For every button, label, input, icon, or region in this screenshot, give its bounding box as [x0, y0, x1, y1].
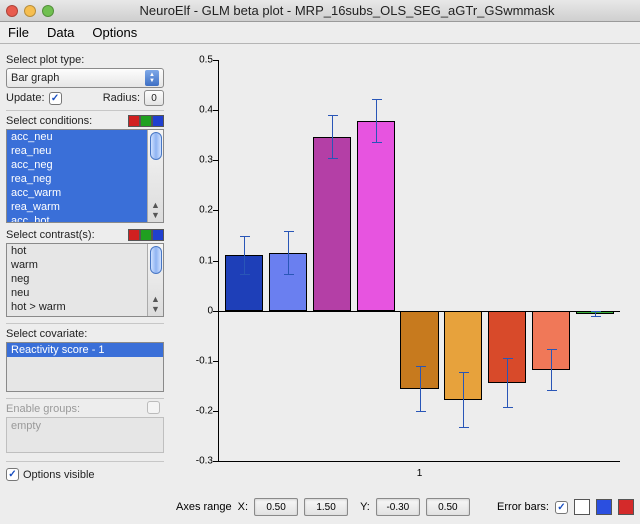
bar: [357, 121, 395, 310]
color-swatch[interactable]: [152, 229, 164, 241]
chevron-updown-icon: ▲▼: [145, 70, 159, 86]
error-bar: [288, 231, 289, 275]
list-item[interactable]: neg > neu: [7, 314, 163, 317]
update-checkbox[interactable]: ✓: [49, 92, 62, 105]
y-tick-label: -0.2: [183, 405, 213, 416]
label-radius: Radius:: [103, 92, 140, 104]
y-tick-label: 0.2: [183, 205, 213, 216]
y-tick-label: 0: [183, 305, 213, 316]
scrollbar[interactable]: ▲▼: [147, 244, 163, 316]
label-select-contrasts: Select contrast(s):: [6, 229, 95, 241]
maximize-icon[interactable]: [42, 5, 54, 17]
menu-options[interactable]: Options: [92, 25, 137, 40]
label-update: Update:: [6, 92, 45, 104]
errbar-white-swatch[interactable]: [574, 499, 590, 515]
scrollbar[interactable]: ▲▼: [147, 130, 163, 222]
conditions-listbox[interactable]: acc_neurea_neuacc_negrea_negacc_warmrea_…: [6, 129, 164, 223]
color-swatch[interactable]: [128, 115, 140, 127]
list-item[interactable]: acc_warm: [7, 186, 163, 200]
minimize-icon[interactable]: [24, 5, 36, 17]
plot-type-combo[interactable]: Bar graph ▲▼: [6, 68, 164, 88]
list-item[interactable]: acc_neg: [7, 158, 163, 172]
groups-listbox: empty: [6, 417, 164, 453]
list-item[interactable]: acc_neu: [7, 130, 163, 144]
color-swatch[interactable]: [140, 229, 152, 241]
list-item[interactable]: hot: [7, 244, 163, 258]
plot-type-value: Bar graph: [11, 72, 59, 84]
axes: -0.3-0.2-0.100.10.20.30.40.51: [218, 60, 620, 462]
menu-file[interactable]: File: [8, 25, 29, 40]
covariate-listbox[interactable]: Reactivity score - 1: [6, 342, 164, 392]
scroll-thumb[interactable]: [150, 132, 162, 160]
error-bar: [376, 99, 377, 143]
footer: Axes range X: 0.50 1.50 Y: -0.30 0.50 Er…: [176, 494, 634, 520]
x-min-input[interactable]: 0.50: [254, 498, 298, 516]
x-tick-label: 1: [219, 468, 620, 479]
color-swatch[interactable]: [140, 115, 152, 127]
titlebar: NeuroElf - GLM beta plot - MRP_16subs_OL…: [0, 0, 640, 22]
error-bar: [420, 366, 421, 412]
y-max-input[interactable]: 0.50: [426, 498, 470, 516]
y-tick-label: 0.5: [183, 55, 213, 66]
list-item[interactable]: acc_hot: [7, 214, 163, 223]
label-error-bars: Error bars:: [497, 501, 549, 513]
y-tick-label: -0.3: [183, 456, 213, 467]
error-bar: [463, 372, 464, 428]
y-min-input[interactable]: -0.30: [376, 498, 420, 516]
groups-placeholder: empty: [11, 420, 41, 432]
label-select-plot-type: Select plot type:: [6, 54, 164, 66]
y-tick-label: 0.3: [183, 155, 213, 166]
menu-data[interactable]: Data: [47, 25, 74, 40]
list-item[interactable]: hot > warm: [7, 300, 163, 314]
list-item[interactable]: rea_neg: [7, 172, 163, 186]
menubar: File Data Options: [0, 22, 640, 44]
options-visible-checkbox[interactable]: ✓: [6, 468, 19, 481]
error-bar: [595, 311, 596, 317]
sidebar: Select plot type: Bar graph ▲▼ Update: ✓…: [0, 44, 170, 524]
plot-area: -0.3 -0.2 -0.1 0 0.1 0.2 0.3 0.4 0.5 1 Axes range…: [170, 44, 640, 524]
scroll-down-icon[interactable]: ▼: [150, 304, 162, 314]
label-enable-groups: Enable groups:: [6, 398, 164, 415]
label-select-covariate: Select covariate:: [6, 323, 164, 340]
window-title: NeuroElf - GLM beta plot - MRP_16subs_OL…: [60, 3, 634, 18]
enable-groups-checkbox[interactable]: [147, 401, 160, 414]
radius-input[interactable]: 0: [144, 90, 164, 106]
error-bars-checkbox[interactable]: ✓: [555, 501, 568, 514]
y-tick-label: -0.1: [183, 355, 213, 366]
label-select-conditions: Select conditions:: [6, 115, 92, 127]
scroll-down-icon[interactable]: ▼: [150, 210, 162, 220]
conditions-color-pickers[interactable]: [128, 115, 164, 127]
list-item[interactable]: rea_warm: [7, 200, 163, 214]
x-max-input[interactable]: 1.50: [304, 498, 348, 516]
label-axes-range: Axes range: [176, 501, 232, 513]
bar: [313, 137, 351, 310]
list-item[interactable]: rea_neu: [7, 144, 163, 158]
close-icon[interactable]: [6, 5, 18, 17]
scroll-up-icon[interactable]: ▲: [150, 294, 162, 304]
label-x: X:: [238, 501, 248, 513]
color-swatch[interactable]: [152, 115, 164, 127]
chart-frame: -0.3 -0.2 -0.1 0 0.1 0.2 0.3 0.4 0.5 1: [176, 50, 634, 490]
error-bar: [551, 349, 552, 391]
scroll-thumb[interactable]: [150, 246, 162, 274]
label-options-visible: Options visible: [23, 469, 95, 481]
list-item[interactable]: Reactivity score - 1: [7, 343, 163, 357]
color-swatch[interactable]: [128, 229, 140, 241]
error-bar: [332, 115, 333, 159]
scroll-up-icon[interactable]: ▲: [150, 200, 162, 210]
list-item[interactable]: neg: [7, 272, 163, 286]
list-item[interactable]: neu: [7, 286, 163, 300]
error-bar: [244, 236, 245, 274]
errbar-blue-swatch[interactable]: [596, 499, 612, 515]
error-bar: [507, 358, 508, 408]
label-y: Y:: [360, 501, 370, 513]
y-tick-label: 0.1: [183, 255, 213, 266]
list-item[interactable]: warm: [7, 258, 163, 272]
contrasts-listbox[interactable]: hotwarmnegneuhot > warmneg > neu▲▼: [6, 243, 164, 317]
errbar-red-swatch[interactable]: [618, 499, 634, 515]
contrasts-color-pickers[interactable]: [128, 229, 164, 241]
y-tick-label: 0.4: [183, 105, 213, 116]
